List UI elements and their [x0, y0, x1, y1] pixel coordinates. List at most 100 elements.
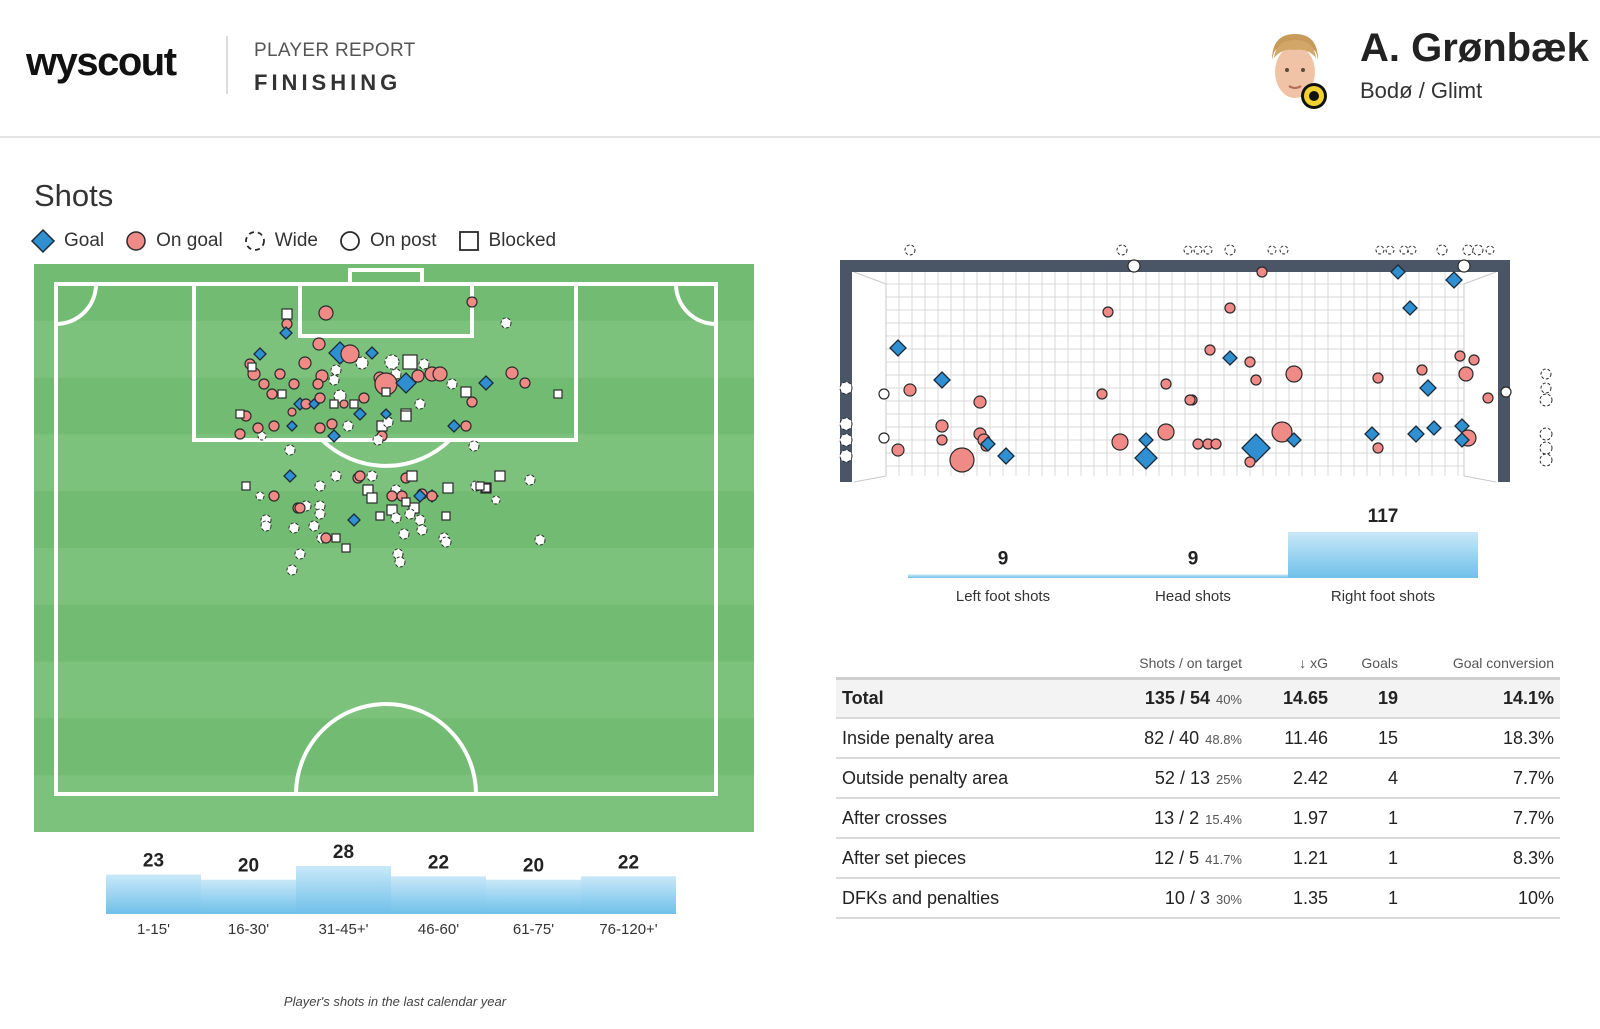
shot-marker-on-goal — [1204, 344, 1216, 356]
row-conversion: 7.7% — [1404, 797, 1560, 838]
row-label: After crosses — [836, 797, 1096, 838]
bar-value-0: 23 — [143, 851, 164, 872]
bar-label-3: 46-60' — [418, 921, 459, 938]
shot-marker-goal — [1419, 379, 1437, 397]
shot-marker-on-goal — [258, 378, 270, 390]
shot-marker-wide — [1193, 245, 1203, 255]
shot-marker-blocked — [329, 399, 339, 409]
goal-mouth-view — [839, 244, 1553, 483]
shot-marker-wide — [1436, 244, 1448, 256]
bar-value-4: 20 — [523, 856, 544, 877]
pitch-stripe — [34, 718, 754, 777]
shot-marker-post — [1127, 259, 1141, 273]
row-xg: 11.46 — [1248, 717, 1334, 758]
shot-marker-wide — [1385, 245, 1395, 255]
shot-marker-wide — [1279, 245, 1289, 255]
shot-marker-blocked — [331, 533, 341, 543]
shot-marker-blocked — [381, 387, 391, 397]
shot-marker-wide — [1539, 427, 1553, 441]
legend-on-goal: On goal — [124, 229, 223, 253]
shot-marker-on-goal — [1102, 306, 1114, 318]
shot-marker-wide — [440, 536, 452, 548]
shot-marker-wide — [366, 470, 378, 482]
shot-marker-on-goal — [386, 490, 398, 502]
shots-value: 135 / 54 — [1144, 687, 1210, 708]
circle-outline-icon — [340, 231, 360, 251]
shot-marker-wide — [418, 358, 430, 370]
row-xg: 14.65 — [1248, 676, 1334, 718]
shot-marker-on-goal — [1256, 266, 1268, 278]
shot-marker-on-goal — [426, 490, 438, 502]
body-part-bar-chart: 9 Left foot shots 9 Head shots 117 Right foot… — [908, 508, 1478, 605]
shot-marker-wide — [1116, 244, 1128, 256]
body-bar-0 — [908, 574, 1098, 578]
pitch-stripe — [34, 661, 754, 720]
shot-marker-goal — [365, 346, 379, 360]
shot-marker-wide — [330, 364, 342, 376]
shot-marker-on-goal — [1210, 438, 1222, 450]
shot-marker-goal — [1407, 425, 1425, 443]
shot-marker-wide — [294, 548, 306, 560]
shot-marker-on-goal — [1250, 374, 1262, 386]
row-label: Inside penalty area — [836, 717, 1096, 758]
shot-marker-goal — [933, 371, 951, 389]
shot-marker-wide — [398, 528, 410, 540]
shots-pct: 40% — [1215, 691, 1242, 707]
row-label: DFKs and penalties — [836, 877, 1096, 919]
shot-marker-goal — [413, 489, 427, 503]
shot-marker-blocked — [281, 308, 293, 320]
circle-icon — [126, 231, 146, 251]
shot-marker-on-goal — [234, 428, 246, 440]
shot-marker-wide — [1224, 244, 1236, 256]
legend-goal: Goal — [30, 228, 104, 254]
shot-marker-wide — [414, 514, 426, 526]
shot-marker-wide — [1267, 245, 1277, 255]
shot-marker-on-goal — [949, 447, 975, 473]
shot-marker-wide — [468, 440, 480, 452]
shot-marker-on-goal — [1244, 356, 1256, 368]
body-bar-1 — [1098, 574, 1288, 578]
shot-marker-wide — [330, 470, 342, 482]
shot-marker-on-goal — [903, 383, 917, 397]
bar-label-0: 1-15' — [137, 921, 170, 938]
header-xg[interactable]: ↓ xG — [1299, 655, 1328, 672]
shots-value: 13 / 2 — [1154, 807, 1200, 828]
shot-marker-wide — [1539, 393, 1553, 407]
shot-marker-wide — [257, 431, 267, 441]
shot-marker-goal — [1134, 446, 1158, 470]
shot-marker-on-goal — [1244, 456, 1256, 468]
shot-marker-wide — [355, 356, 369, 370]
shots-pct: 41.7% — [1205, 851, 1242, 867]
bar-label-4: 61-75' — [513, 921, 554, 938]
shot-marker-wide — [904, 244, 916, 256]
row-shots: 52 / 13 25% — [1096, 757, 1248, 798]
player-avatar — [1262, 30, 1328, 110]
shot-marker-on-goal — [1458, 366, 1474, 382]
time-interval-bar-chart: 23 1-15' 20 16-30' 28 31-45+' 22 46-60' 20 61-75'… — [106, 842, 676, 938]
shot-marker-blocked — [349, 399, 359, 409]
pitch-stripe — [34, 264, 754, 322]
row-goals: 15 — [1334, 717, 1404, 758]
shot-marker-wide — [524, 474, 536, 486]
shot-marker-on-goal — [314, 392, 326, 404]
shots-pct: 15.4% — [1205, 811, 1242, 827]
row-shots: 10 / 3 30% — [1096, 877, 1248, 919]
body-bar-value-0: 9 — [998, 548, 1009, 569]
row-goals: 1 — [1334, 797, 1404, 838]
header-conversion[interactable]: Goal conversion — [1452, 655, 1554, 672]
bar-3 — [391, 876, 486, 914]
row-shots: 82 / 40 48.8% — [1096, 717, 1248, 758]
shot-marker-goal — [353, 407, 367, 421]
shot-marker-on-goal — [1372, 442, 1384, 454]
shot-marker-wide — [314, 508, 326, 520]
header-goals[interactable]: Goals — [1361, 655, 1398, 672]
table-header-row: Shots / on target ↓ xG Goals Goal conver… — [836, 650, 1560, 678]
legend-label-wide: Wide — [274, 230, 318, 251]
shot-marker-wide — [1540, 382, 1552, 394]
row-goals: 4 — [1334, 757, 1404, 798]
shot-marker-wide — [333, 389, 347, 403]
shot-marker-post — [878, 432, 890, 444]
row-conversion: 14.1% — [1404, 676, 1560, 718]
header-shots[interactable]: Shots / on target — [1139, 655, 1242, 672]
shot-marker-on-goal — [1416, 364, 1428, 376]
